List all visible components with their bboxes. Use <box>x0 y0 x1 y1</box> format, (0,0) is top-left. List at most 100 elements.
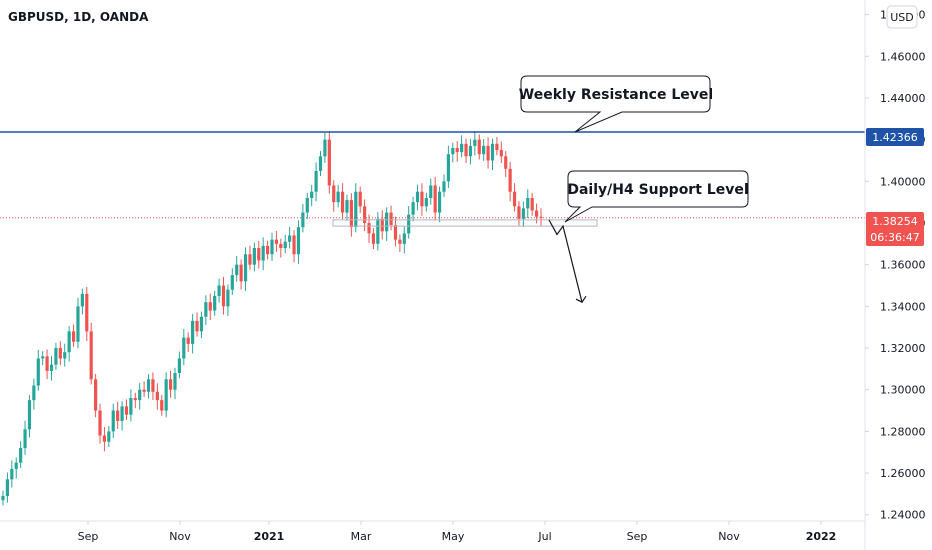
candle-body <box>239 264 243 282</box>
support-callout[interactable]: Daily/H4 Support Level <box>564 170 749 223</box>
candle-body <box>354 191 358 228</box>
resistance-price-text: 1.42366 <box>872 131 918 144</box>
candle-body <box>274 239 279 244</box>
resistance-callout[interactable]: Weekly Resistance Level <box>519 75 713 133</box>
candle-body <box>14 462 18 469</box>
candle-body <box>402 233 406 244</box>
candle-body <box>116 410 120 421</box>
candle-body <box>129 398 133 415</box>
x-tick-label: May <box>442 530 465 543</box>
candle-body <box>235 264 239 276</box>
candle-body <box>363 206 367 223</box>
projection-arrowhead <box>575 295 587 303</box>
candle-body <box>455 147 459 153</box>
candle-body <box>301 212 305 228</box>
candle-body <box>138 389 142 401</box>
candle-body <box>371 233 376 244</box>
candle-body <box>98 410 102 436</box>
countdown-text: 06:36:47 <box>870 231 919 244</box>
candle-body <box>327 139 331 186</box>
candle-body <box>226 289 230 307</box>
support-callout-text: Daily/H4 Support Level <box>567 182 748 198</box>
candle-body <box>389 212 393 226</box>
candle-body <box>67 331 71 353</box>
candle-body <box>195 320 199 332</box>
candle-body <box>27 400 32 430</box>
candle-body <box>517 206 521 219</box>
overlays-group <box>0 131 865 303</box>
currency-button[interactable]: USD <box>886 5 918 29</box>
candle-body <box>58 348 62 359</box>
candle-body <box>305 197 309 213</box>
candle-body <box>521 208 525 219</box>
symbol-title: GBPUSD, 1D, OANDA <box>8 10 149 24</box>
y-tick-label: 1.30000 <box>880 384 926 397</box>
candle-body <box>534 210 539 217</box>
candle-body <box>504 156 508 169</box>
candle-body <box>424 197 428 207</box>
candle-body <box>243 254 248 282</box>
candle-body <box>486 145 490 161</box>
candle-body <box>499 150 503 157</box>
candle-body <box>468 145 473 157</box>
candle-body <box>177 358 181 374</box>
support-zone <box>332 219 598 227</box>
candle-body <box>283 241 287 248</box>
candle-body <box>36 358 40 386</box>
x-tick-label: Nov <box>169 530 191 543</box>
candle-body <box>490 143 495 161</box>
candle-body <box>437 191 442 213</box>
candle-body <box>45 356 49 371</box>
y-tick-label: 1.46000 <box>880 50 926 63</box>
candle-body <box>63 352 67 359</box>
candle-body <box>23 429 27 449</box>
candle-body <box>429 185 433 198</box>
candle-body <box>336 191 340 203</box>
candle-body <box>221 285 226 307</box>
candle-body <box>345 200 349 213</box>
x-tick-label: Sep <box>78 530 99 543</box>
time-axis[interactable]: Sep Nov 2021 Mar May Jul Sep Nov 2022 <box>78 521 837 543</box>
y-tick-label: 1.36000 <box>880 259 926 272</box>
candle-body <box>385 212 389 232</box>
candle-body <box>107 431 111 442</box>
candle-body <box>358 191 362 207</box>
candle-body <box>296 227 301 255</box>
candle-body <box>252 247 256 265</box>
candle-body <box>199 316 204 332</box>
x-tick-label: 2021 <box>254 530 285 543</box>
candle-body <box>332 185 336 203</box>
candle-body <box>217 285 221 296</box>
candle-body <box>477 139 481 155</box>
x-tick-label: Mar <box>351 530 372 543</box>
candle-body <box>160 400 164 411</box>
candle-body <box>120 406 124 421</box>
candle-body <box>442 181 446 192</box>
last-price-text: 1.38254 <box>872 215 918 228</box>
candle-body <box>248 254 252 265</box>
candle-body <box>191 320 195 344</box>
y-tick-label: 1.28000 <box>880 425 926 438</box>
candle-body <box>380 218 384 232</box>
currency-label: USD <box>890 11 914 24</box>
y-tick-label: 1.26000 <box>880 467 926 480</box>
candle-body <box>265 245 270 255</box>
resistance-price-tag: 1.42366 <box>866 128 924 146</box>
candle-body <box>473 139 477 146</box>
candle-body <box>124 406 129 415</box>
candle-body <box>460 143 464 153</box>
candle-body <box>111 410 115 432</box>
candle-body <box>94 379 98 411</box>
candle-body <box>164 379 168 411</box>
candle-body <box>415 191 420 203</box>
candle-body <box>213 295 217 311</box>
candle-body <box>279 243 283 248</box>
x-tick-label: Nov <box>718 530 740 543</box>
candle-body <box>208 302 212 311</box>
candles-group <box>1 131 543 506</box>
candle-body <box>323 139 327 157</box>
candle-body <box>186 337 190 344</box>
candle-body <box>10 468 14 480</box>
x-tick-label: Jul <box>537 530 551 543</box>
candle-body <box>407 214 411 234</box>
